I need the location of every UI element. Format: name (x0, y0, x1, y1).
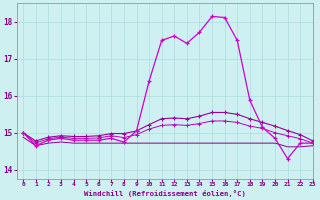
X-axis label: Windchill (Refroidissement éolien,°C): Windchill (Refroidissement éolien,°C) (84, 190, 246, 197)
